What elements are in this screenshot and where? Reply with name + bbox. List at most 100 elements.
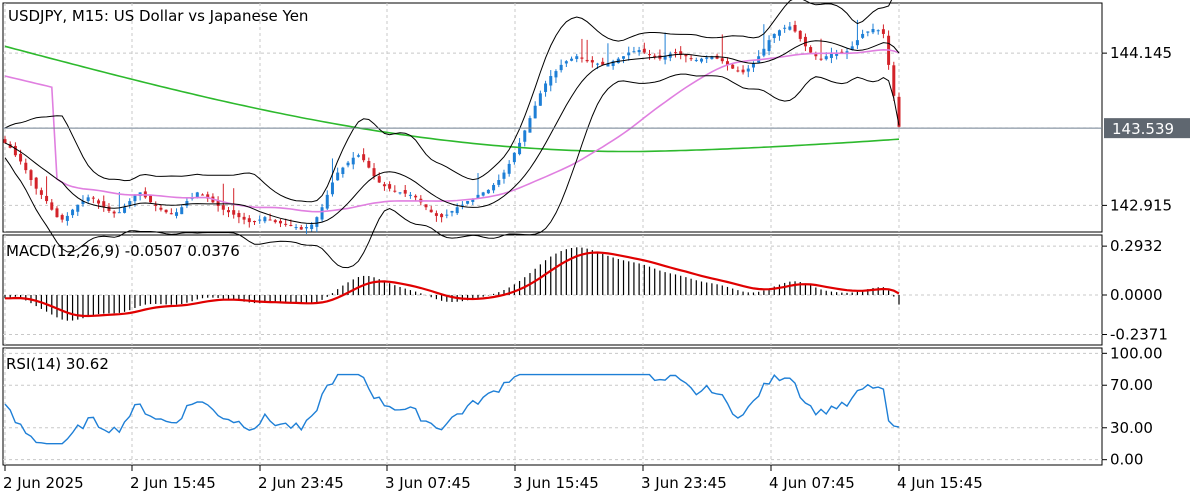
candle-body (570, 58, 574, 61)
candle-body (783, 27, 787, 29)
candle-body (97, 200, 101, 204)
rsi-line (4, 373, 900, 445)
candle-body (819, 58, 823, 60)
candle-body (263, 217, 267, 222)
candle-body (424, 204, 428, 208)
candle-body (689, 58, 693, 60)
candle-body (731, 64, 735, 69)
candle-body (180, 207, 184, 215)
candle-body (835, 52, 839, 56)
candle-body (632, 51, 636, 53)
candle-body (320, 207, 324, 220)
candle-body (403, 190, 407, 194)
candle-body (330, 182, 334, 195)
time-label: 3 Jun 15:45 (513, 474, 599, 492)
time-label: 2 Jun 15:45 (130, 474, 216, 492)
candle-body (117, 212, 121, 214)
current-price-label: 143.539 (1112, 120, 1174, 138)
candle-body (549, 76, 553, 86)
candle-body (622, 56, 626, 59)
rsi-pane[interactable] (2, 347, 1103, 466)
candle-body (596, 63, 600, 65)
candle-body (315, 217, 319, 227)
candle-body (481, 192, 485, 196)
candle-body (762, 48, 766, 56)
candle-body (809, 47, 813, 53)
macd-scale-label: -0.2371 (1110, 326, 1168, 344)
price-scales: 143.539 144.145 142.915 0.2932 0.0000 -0.2371… (1102, 44, 1190, 469)
candle-body (648, 54, 652, 56)
grid-lines (3, 3, 1102, 465)
candle-body (242, 216, 246, 220)
main-pane[interactable] (2, 2, 1103, 233)
candle-body (252, 220, 256, 223)
candle-body (289, 224, 293, 226)
candle-body (39, 190, 43, 195)
candle-body (393, 190, 397, 192)
candle-body (65, 215, 69, 221)
candle-body (840, 51, 844, 53)
candle-body (19, 153, 23, 162)
macd-label: MACD(12,26,9) -0.0507 0.0376 (6, 242, 240, 260)
candle-body (258, 219, 262, 221)
candle-body (585, 59, 589, 62)
candle-body (881, 29, 885, 34)
candle-body (201, 194, 205, 196)
candle-body (460, 204, 464, 206)
candle-body (637, 50, 641, 53)
candle-body (710, 56, 714, 60)
candle-body (455, 207, 459, 214)
candle-body (346, 162, 350, 166)
candle-body (164, 209, 168, 213)
candle-body (751, 63, 755, 68)
candle-body (663, 56, 667, 60)
candle-body (590, 60, 594, 63)
candle-body (414, 195, 418, 198)
bollinger-middle (4, 40, 900, 225)
candle-body (221, 205, 225, 210)
candle-body (377, 176, 381, 183)
candle-body (29, 170, 33, 181)
current-price-tag (1104, 118, 1190, 139)
candle-body (518, 142, 522, 155)
candle-body (3, 139, 7, 143)
candle-body (897, 96, 901, 127)
rsi-scale-label: 30.00 (1110, 419, 1153, 437)
candle-body (538, 93, 542, 106)
candle-body (564, 61, 568, 64)
candle-body (294, 227, 298, 229)
ma-violet-line (4, 48, 900, 213)
candle-body (471, 198, 475, 202)
candle-body (575, 56, 579, 59)
time-label: 4 Jun 15:45 (897, 474, 983, 492)
candle-body (476, 194, 480, 199)
candle-body (450, 210, 454, 213)
candle-body (362, 154, 366, 161)
candle-body (216, 200, 220, 207)
candle-body (325, 194, 329, 209)
candle-body (814, 54, 818, 57)
candle-body (871, 28, 875, 33)
time-label: 3 Jun 23:45 (641, 474, 727, 492)
candle-body (627, 52, 631, 56)
candle-body (554, 71, 558, 78)
candle-body (892, 65, 896, 96)
candle-body (284, 223, 288, 225)
candle-body (611, 61, 615, 67)
candle-body (705, 57, 709, 59)
candle-body (278, 220, 282, 224)
rsi-polyline (4, 373, 900, 445)
candle-body (55, 208, 59, 218)
candle-body (299, 226, 303, 230)
candle-body (336, 172, 340, 181)
macd-pane[interactable] (2, 234, 1103, 346)
candle-body (507, 163, 511, 174)
candle-body (382, 184, 386, 187)
candle-body (725, 61, 729, 65)
candle-body (861, 33, 865, 38)
macd-scale-label: 0.2932 (1110, 237, 1163, 255)
candle-body (408, 194, 412, 196)
candle-body (169, 213, 173, 215)
price-scale-label: 144.145 (1110, 44, 1172, 62)
